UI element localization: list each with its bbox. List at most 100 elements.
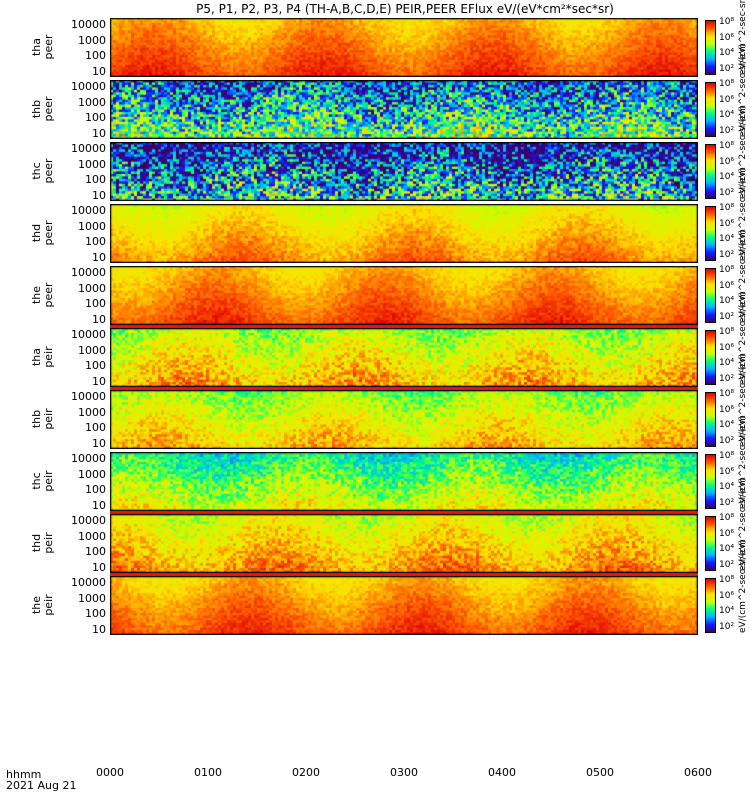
y-tick-label: 100 <box>85 545 106 558</box>
y-tick-label: 100 <box>85 173 106 186</box>
y-tick-label: 1000 <box>78 281 106 295</box>
y-tick-label: 10 <box>92 126 106 140</box>
colorbar-tick-label: 10⁶ <box>719 342 735 353</box>
colorbar <box>705 454 716 509</box>
quality-flag-bar <box>110 510 698 515</box>
spectrogram-panel <box>110 80 698 139</box>
colorbar <box>705 516 716 571</box>
y-tick-label: 10000 <box>71 390 106 403</box>
y-tick-label: 10000 <box>71 576 106 589</box>
colorbar-tick-label: 10⁶ <box>719 94 735 105</box>
y-tick-label: 1000 <box>78 219 106 233</box>
spectrogram-panel <box>110 328 698 387</box>
spectrogram-image <box>110 266 698 325</box>
quality-flag-bar <box>110 386 698 391</box>
colorbar-tick-label: 10⁴ <box>719 358 735 368</box>
x-tick-label: 0400 <box>488 766 516 779</box>
colorbar <box>705 206 716 261</box>
colorbar-tick-label: 10² <box>719 435 735 446</box>
spectrogram-image <box>110 204 698 263</box>
colorbar-tick-label: 10⁸ <box>719 265 735 275</box>
panel-label-line: peer <box>42 220 55 246</box>
colorbar-tick-label: 10² <box>719 311 735 322</box>
y-tick-label: 100 <box>85 235 106 248</box>
colorbar <box>705 268 716 323</box>
y-tick-label: 100 <box>85 297 106 310</box>
colorbar <box>705 392 716 447</box>
panel-label-line: peer <box>42 158 55 184</box>
panel-label-line: peir <box>42 594 55 616</box>
panel-label: thd peer <box>30 204 55 262</box>
colorbar-tick-label: 10² <box>719 187 735 198</box>
colorbar-tick-label: 10⁶ <box>719 404 735 415</box>
y-tick-label: 10000 <box>71 266 106 279</box>
panel-label: thd peir <box>30 514 55 572</box>
spectrogram-panel <box>110 142 698 201</box>
y-tick-label: 1000 <box>78 529 106 543</box>
colorbar <box>705 144 716 199</box>
colorbar-tick-label: 10² <box>719 125 735 136</box>
spectrogram-image <box>110 390 698 449</box>
x-axis-label: hhmm <box>6 768 42 781</box>
y-tick-label: 10000 <box>71 204 106 217</box>
y-tick-label: 100 <box>85 421 106 434</box>
x-tick-label: 0100 <box>194 766 222 779</box>
y-tick-label: 100 <box>85 111 106 124</box>
colorbar-tick-label: 10⁸ <box>719 451 735 461</box>
y-tick-label: 10 <box>92 560 106 574</box>
panel-label-line: peir <box>42 346 55 368</box>
y-tick-label: 10000 <box>71 142 106 155</box>
y-tick-label: 10000 <box>71 452 106 465</box>
y-tick-label: 10 <box>92 312 106 326</box>
y-tick-label: 100 <box>85 49 106 62</box>
colorbar <box>705 20 716 75</box>
quality-flag-bar <box>110 572 698 577</box>
colorbar-tick-label: 10² <box>719 497 735 508</box>
colorbar-tick-label: 10⁸ <box>719 17 735 27</box>
y-tick-label: 10 <box>92 622 106 636</box>
panel-label-line: peir <box>42 470 55 492</box>
spectrogram-image <box>110 18 698 77</box>
colorbar-tick-label: 10⁶ <box>719 528 735 539</box>
colorbar-tick-label: 10⁸ <box>719 327 735 337</box>
panel-label: the peer <box>30 266 55 324</box>
panel-label-line: peer <box>42 282 55 308</box>
x-axis-date: 2021 Aug 21 <box>6 779 77 792</box>
colorbar-tick-label: 10⁶ <box>719 590 735 601</box>
x-tick-label: 0600 <box>684 766 712 779</box>
colorbar-tick-label: 10⁸ <box>719 203 735 213</box>
colorbar-tick-label: 10² <box>719 373 735 384</box>
colorbar-tick-label: 10⁴ <box>719 48 735 58</box>
colorbar-tick-label: 10⁴ <box>719 172 735 182</box>
y-tick-label: 10 <box>92 374 106 388</box>
panel-label: thb peir <box>30 390 55 448</box>
colorbar-tick-label: 10² <box>719 621 735 632</box>
y-tick-label: 1000 <box>78 405 106 419</box>
y-tick-label: 100 <box>85 607 106 620</box>
colorbar-tick-label: 10⁴ <box>719 482 735 492</box>
colorbar-tick-label: 10⁶ <box>719 32 735 43</box>
colorbar-tick-label: 10⁶ <box>719 466 735 477</box>
spectrogram-panel <box>110 18 698 77</box>
colorbar-tick-label: 10² <box>719 559 735 570</box>
y-tick-label: 100 <box>85 483 106 496</box>
colorbar <box>705 578 716 633</box>
colorbar <box>705 82 716 137</box>
colorbar-tick-label: 10⁶ <box>719 218 735 229</box>
spectrogram-image <box>110 452 698 511</box>
colorbar-label: eV/(cm^2-sec-sr-eV) <box>738 539 748 633</box>
y-tick-label: 10 <box>92 250 106 264</box>
y-tick-label: 10000 <box>71 328 106 341</box>
spectrogram-panel <box>110 204 698 263</box>
spectrogram-image <box>110 576 698 635</box>
colorbar-tick-label: 10⁸ <box>719 389 735 399</box>
colorbar-tick-label: 10⁸ <box>719 575 735 585</box>
panel-label: thb peer <box>30 80 55 138</box>
colorbar-tick-label: 10⁸ <box>719 141 735 151</box>
colorbar-tick-label: 10² <box>719 249 735 260</box>
panel-label: thc peir <box>30 452 55 510</box>
y-tick-label: 10 <box>92 188 106 202</box>
colorbar-tick-label: 10⁶ <box>719 156 735 167</box>
x-tick-label: 0300 <box>390 766 418 779</box>
